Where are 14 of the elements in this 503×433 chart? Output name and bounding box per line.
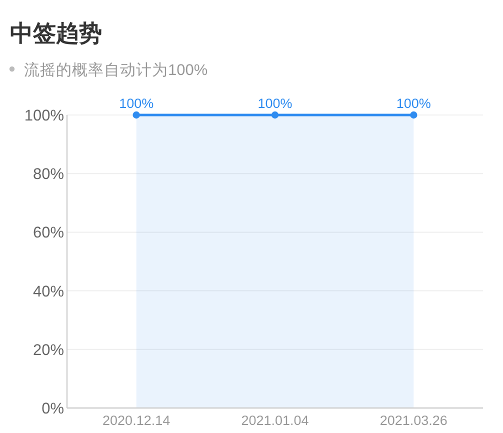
chart-subtitle: 流摇的概率自动计为100% — [24, 61, 208, 79]
data-label: 100% — [396, 96, 431, 111]
y-tick-label: 60% — [32, 224, 64, 242]
y-tick-label: 40% — [32, 283, 64, 300]
y-tick-label: 20% — [32, 342, 64, 359]
chart-title: 中签趋势 — [10, 20, 102, 46]
y-tick-label: 80% — [32, 166, 64, 184]
y-tick-label: 100% — [24, 108, 64, 124]
x-tick-label: 2021.03.26 — [380, 413, 448, 428]
x-tick-label: 2020.12.14 — [102, 413, 171, 428]
data-label: 100% — [258, 96, 292, 111]
y-tick-label: 0% — [42, 400, 64, 418]
x-tick-label: 2021.01.04 — [241, 413, 310, 428]
data-label: 100% — [119, 96, 154, 111]
